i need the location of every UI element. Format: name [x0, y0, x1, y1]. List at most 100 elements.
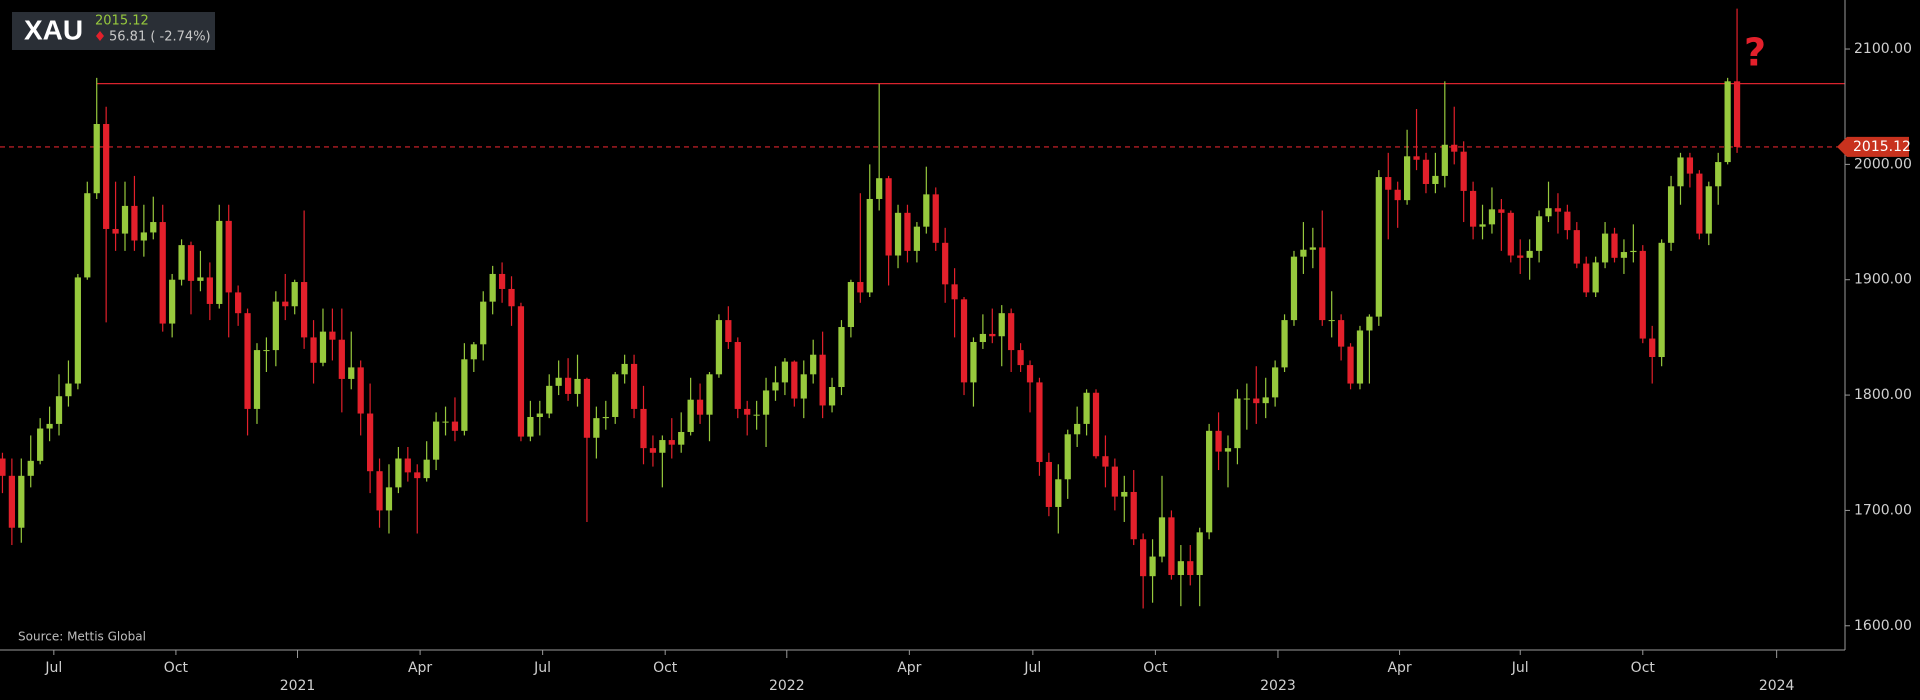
candle-body: [847, 282, 855, 328]
candle-body: [27, 460, 34, 476]
candle-body: [1413, 156, 1420, 160]
candle-body: [555, 377, 562, 386]
candle-body: [781, 361, 789, 383]
candle-body: [706, 374, 713, 415]
candle-body: [1130, 491, 1137, 540]
candle-body: [659, 440, 666, 453]
header-background: [12, 12, 215, 50]
candle-body: [93, 124, 100, 194]
candle-body: [762, 390, 770, 415]
source: Source: Mettis Global: [18, 630, 146, 644]
candle-body: [612, 374, 619, 417]
candle-body: [282, 301, 289, 307]
candle-body: [583, 378, 591, 438]
year-tick-label: 2023: [1260, 678, 1296, 694]
candle-body: [103, 124, 110, 229]
candle-body: [357, 367, 364, 414]
candle-body: [84, 193, 91, 278]
candle-body: [1403, 156, 1411, 201]
candle-body: [574, 378, 581, 394]
candle-body: [1611, 233, 1618, 258]
candle-body: [1479, 224, 1486, 227]
candle-body: [338, 339, 345, 379]
candle-body: [1055, 479, 1062, 507]
candle-body: [1092, 392, 1100, 457]
candle-body: [1309, 247, 1316, 250]
candle-body: [1328, 320, 1335, 322]
candle-body: [1224, 448, 1232, 452]
candle-body: [395, 458, 402, 488]
candle-body: [37, 428, 44, 461]
candle-body: [0, 458, 6, 476]
candle-body: [508, 288, 515, 307]
candle-body: [1394, 189, 1401, 201]
candle-body: [1517, 255, 1524, 258]
candle-body: [536, 413, 543, 417]
candle-body: [1102, 456, 1109, 467]
candle-body: [1234, 398, 1241, 449]
candle-body: [404, 458, 411, 473]
candle-body: [216, 220, 223, 304]
x-tick-label: Apr: [897, 660, 921, 676]
candle-body: [696, 399, 704, 415]
header-box: XAU 2015.12 56.81 ( -2.74%): [12, 12, 215, 50]
candle-body: [838, 327, 845, 388]
candle-body: [1583, 263, 1590, 293]
candle-body: [1432, 175, 1439, 184]
candle-body: [414, 472, 421, 479]
last-price-label: 2015.12: [1853, 139, 1911, 155]
candle-body: [1215, 430, 1222, 452]
candle-body: [319, 331, 327, 363]
candle-body: [470, 344, 477, 360]
y-tick-label: 1700.00: [1854, 502, 1912, 518]
candle-body: [753, 414, 760, 416]
candle-body: [1290, 256, 1298, 321]
candle-body: [310, 337, 317, 363]
y-tick-label: 1800.00: [1854, 387, 1912, 403]
candle-body: [602, 416, 609, 419]
candle-body: [857, 282, 864, 293]
candle-body: [1601, 233, 1609, 263]
candle-body: [913, 226, 921, 251]
last-price-tag: [1837, 136, 1909, 157]
symbol: XAU: [24, 14, 83, 45]
y-tick-label: 1600.00: [1854, 618, 1912, 634]
candle-body: [1422, 159, 1430, 184]
candle-body: [1272, 367, 1279, 398]
candle-body: [819, 354, 826, 406]
year-tick-label: 2024: [1759, 678, 1795, 694]
candle-body: [1488, 209, 1496, 225]
x-tick-label: Jul: [1023, 660, 1041, 676]
candle-body: [791, 361, 798, 399]
x-tick-label: Apr: [1387, 660, 1411, 676]
x-tick-label: Apr: [408, 660, 432, 676]
candle-body: [725, 320, 732, 343]
candle-body: [1705, 186, 1712, 234]
candle-body: [1008, 313, 1015, 351]
candle-body: [385, 487, 393, 511]
candle-body: [1262, 397, 1269, 404]
candle-body: [1366, 316, 1373, 331]
candle-body: [1620, 252, 1628, 258]
candle-body: [1026, 365, 1034, 383]
candle-body: [376, 471, 383, 511]
price-change: 56.81 ( -2.74%): [109, 30, 211, 45]
candle-body: [630, 363, 638, 409]
candle-body: [1630, 250, 1637, 253]
candle-body: [1347, 346, 1354, 384]
candle-body: [800, 374, 807, 399]
candle-body: [489, 273, 496, 302]
candle-body: [1677, 157, 1684, 187]
x-tick-label: Oct: [164, 660, 189, 676]
candle-body: [1187, 561, 1194, 576]
candle-body: [1535, 216, 1543, 251]
candle-body: [1158, 517, 1166, 557]
candle-body: [1441, 144, 1448, 176]
candle-body: [1545, 208, 1552, 217]
candle-body: [734, 342, 741, 409]
y-tick-label: 2000.00: [1854, 156, 1912, 172]
candle-body: [159, 222, 166, 324]
candle-body: [1469, 190, 1477, 227]
